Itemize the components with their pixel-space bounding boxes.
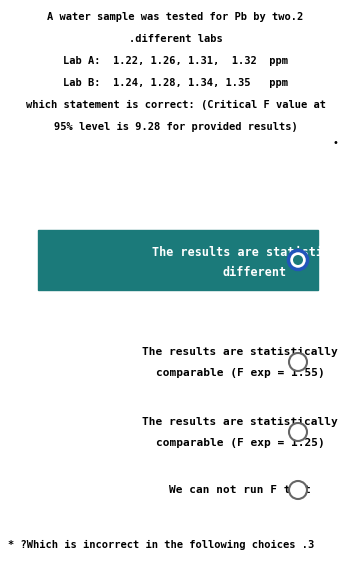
Text: * ?Which is incorrect in the following choices .3: * ?Which is incorrect in the following c… [8,540,314,550]
Text: which statement is correct: (Critical F value at: which statement is correct: (Critical F … [26,100,325,110]
Ellipse shape [289,423,307,441]
Text: 95% level is 9.28 for provided results): 95% level is 9.28 for provided results) [54,122,297,132]
Text: The results are statistically: The results are statistically [142,347,338,357]
Text: The results are statistically: The results are statistically [142,417,338,427]
Text: The results are statistically: The results are statistically [152,246,351,259]
Ellipse shape [293,255,303,265]
Ellipse shape [289,481,307,499]
Text: •: • [332,138,338,148]
Text: A water sample was tested for Pb by two.2: A water sample was tested for Pb by two.… [47,12,304,22]
Text: Lab A:  1.22, 1.26, 1.31,  1.32  ppm: Lab A: 1.22, 1.26, 1.31, 1.32 ppm [63,56,288,66]
Ellipse shape [289,251,307,269]
Text: Lab B:  1.24, 1.28, 1.34, 1.35   ppm: Lab B: 1.24, 1.28, 1.34, 1.35 ppm [63,78,288,88]
Text: different: different [223,266,287,280]
Text: .different labs: .different labs [128,34,223,44]
Ellipse shape [289,353,307,371]
Text: comparable (F exp = 1.55): comparable (F exp = 1.55) [155,368,324,378]
Text: comparable (F exp = 1.25): comparable (F exp = 1.25) [155,438,324,448]
Text: We can not run F test: We can not run F test [169,485,311,495]
FancyBboxPatch shape [38,230,318,290]
